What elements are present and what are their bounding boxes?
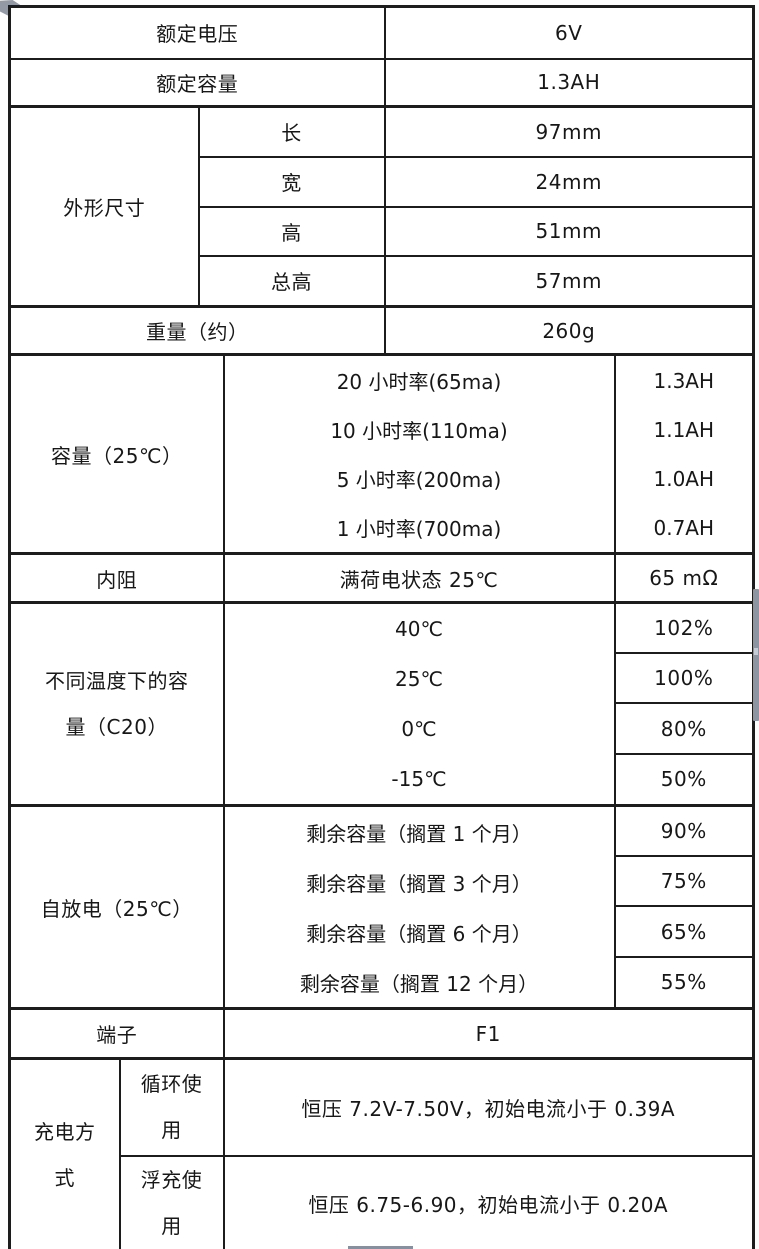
internal-resistance-condition: 满荷电状态 25℃ xyxy=(222,552,616,604)
weight-label: 重量（约） xyxy=(8,305,386,356)
terminal-value: F1 xyxy=(222,1007,755,1060)
dimension-width-label: 宽 xyxy=(197,155,386,208)
row-self-discharge-12m: 55% xyxy=(10,955,755,1010)
temp-capacity-value-25: 100% xyxy=(613,651,755,705)
horizontal-scrollbar-thumb[interactable] xyxy=(348,1246,413,1249)
row-rated-voltage: 额定电压 6V xyxy=(8,5,755,60)
row-temp-capacity-40: 不同温度下的容量（C20） 40℃ 25℃ 0℃ -15℃ 102% xyxy=(8,600,755,807)
temp-line: 25℃ xyxy=(395,667,443,691)
row-temp-capacity-0: 80% xyxy=(10,702,755,755)
row-charging-cycle: 充电方式 循环使用 恒压 7.2V-7.50V，初始电流小于 0.39A xyxy=(8,1057,755,1249)
terminal-label: 端子 xyxy=(8,1007,225,1060)
self-discharge-line: 剩余容量（搁置 1 个月） xyxy=(306,821,532,846)
row-charging-float: 浮充使用 恒压 6.75-6.90，初始电流小于 0.20A xyxy=(10,1154,755,1249)
internal-resistance-label: 内阻 xyxy=(8,552,225,604)
temp-capacity-label: 不同温度下的容量（C20） xyxy=(8,601,225,807)
internal-resistance-value: 65 mΩ xyxy=(613,552,755,604)
row-dimension-total-height: 总高 57mm xyxy=(10,254,755,308)
capacity-rate-line: 10 小时率(110ma) xyxy=(330,419,508,443)
charging-label-text: 充电方式 xyxy=(34,1120,96,1190)
dimension-length-value: 97mm xyxy=(383,105,755,158)
dimension-height-value: 51mm xyxy=(383,205,755,257)
dimension-height-label: 高 xyxy=(197,205,386,257)
row-dimension-length: 外形尺寸 长 97mm xyxy=(8,105,755,308)
charging-cycle-value: 恒压 7.2V-7.50V，初始电流小于 0.39A xyxy=(222,1057,755,1157)
self-discharge-value-3m: 75% xyxy=(613,854,755,908)
dimension-total-height-value: 57mm xyxy=(383,254,755,308)
temp-line: 0℃ xyxy=(401,717,437,741)
row-dimension-height: 高 51mm xyxy=(10,205,755,257)
row-self-discharge-6m: 65% xyxy=(10,905,755,958)
temp-capacity-value-minus15: 50% xyxy=(613,752,755,807)
self-discharge-line: 剩余容量（搁置 6 个月） xyxy=(306,921,532,946)
self-discharge-value-6m: 65% xyxy=(613,905,755,958)
row-self-discharge-1m: 自放电（25℃） 剩余容量（搁置 1 个月） 剩余容量（搁置 3 个月） 剩余容… xyxy=(8,803,755,1010)
row-capacity-25c: 容量（25℃） 20 小时率(65ma) 10 小时率(110ma) 5 小时率… xyxy=(8,353,755,555)
self-discharge-line: 剩余容量（搁置 12 个月） xyxy=(299,971,539,996)
capacity-rate-line: 5 小时率(200ma) xyxy=(336,468,502,492)
row-temp-capacity-25: 100% xyxy=(10,651,755,705)
rated-capacity-label: 额定容量 xyxy=(8,57,386,108)
temp-capacity-temps-cell: 40℃ 25℃ 0℃ -15℃ xyxy=(222,601,616,807)
temp-line: -15℃ xyxy=(391,767,447,791)
vertical-scrollbar-thumb[interactable] xyxy=(753,589,759,721)
capacity-values-cell: 1.3AH 1.1AH 1.0AH 0.7AH xyxy=(613,353,755,555)
row-internal-resistance: 内阻 满荷电状态 25℃ 65 mΩ xyxy=(8,552,755,604)
row-self-discharge-3m: 75% xyxy=(10,854,755,908)
rated-voltage-label: 额定电压 xyxy=(8,5,386,60)
temp-line: 40℃ xyxy=(395,617,443,641)
capacity-rate-line: 1 小时率(700ma) xyxy=(336,517,502,541)
temp-capacity-label-text: 不同温度下的容量（C20） xyxy=(45,669,189,739)
temp-capacity-value-0: 80% xyxy=(613,702,755,755)
charging-cycle-label-text: 循环使用 xyxy=(140,1072,203,1143)
capacity-value-line: 1.3AH xyxy=(653,368,715,393)
dimension-length-label: 长 xyxy=(197,105,386,158)
self-discharge-conditions-cell: 剩余容量（搁置 1 个月） 剩余容量（搁置 3 个月） 剩余容量（搁置 6 个月… xyxy=(222,804,616,1010)
charging-float-label: 浮充使用 xyxy=(118,1154,225,1249)
row-terminal: 端子 F1 xyxy=(8,1007,755,1060)
charging-float-label-text: 浮充使用 xyxy=(140,1168,203,1239)
self-discharge-line: 剩余容量（搁置 3 个月） xyxy=(306,871,532,896)
charging-label: 充电方式 xyxy=(8,1057,121,1249)
row-dimension-width: 宽 24mm xyxy=(10,155,755,208)
capacity-value-line: 0.7AH xyxy=(653,515,715,540)
dimensions-label: 外形尺寸 xyxy=(8,105,200,308)
temp-capacity-value-40: 102% xyxy=(613,600,755,654)
rated-voltage-value: 6V xyxy=(383,5,755,60)
self-discharge-value-1m: 90% xyxy=(613,803,755,857)
battery-spec-table: 额定电压 6V 额定容量 1.3AH 外形尺寸 长 97mm 宽 24mm 高 … xyxy=(8,5,755,1249)
charging-cycle-label: 循环使用 xyxy=(118,1057,225,1157)
vertical-scrollbar-notch xyxy=(754,648,758,655)
row-rated-capacity: 额定容量 1.3AH xyxy=(8,57,755,108)
row-temp-capacity-minus15: 50% xyxy=(10,752,755,807)
capacity-rate-line: 20 小时率(65ma) xyxy=(336,370,502,394)
charging-float-value: 恒压 6.75-6.90，初始电流小于 0.20A xyxy=(222,1154,755,1249)
capacity-value-line: 1.0AH xyxy=(653,466,715,491)
rated-capacity-value: 1.3AH xyxy=(383,57,755,108)
capacity-rates-cell: 20 小时率(65ma) 10 小时率(110ma) 5 小时率(200ma) … xyxy=(222,353,616,555)
dimension-total-height-label: 总高 xyxy=(197,254,386,308)
self-discharge-label: 自放电（25℃） xyxy=(8,804,225,1010)
dimension-width-value: 24mm xyxy=(383,155,755,208)
row-weight: 重量（约） 260g xyxy=(8,305,755,356)
capacity-value-line: 1.1AH xyxy=(653,417,715,442)
capacity-25c-label: 容量（25℃） xyxy=(8,353,225,555)
self-discharge-value-12m: 55% xyxy=(613,955,755,1010)
weight-value: 260g xyxy=(383,305,755,356)
